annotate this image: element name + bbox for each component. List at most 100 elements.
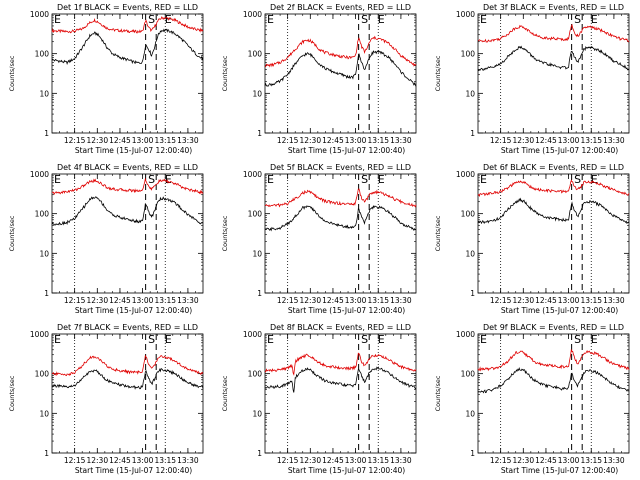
y-axis-label: Counts/sec [221, 375, 229, 411]
y-tick-label: 1000 [30, 10, 49, 19]
event-marker-s: S [148, 333, 155, 346]
chart-title: Det 3f BLACK = Events, RED = LLD [483, 3, 624, 12]
x-tick-label: 12:45 [322, 296, 344, 305]
chart-svg: Det 3f BLACK = Events, RED = LLD 1 10 100 10… [434, 3, 630, 155]
event-marker-e: E [591, 173, 598, 186]
event-marker-s: S [148, 13, 155, 26]
chart-title: Det 8f BLACK = Events, RED = LLD [270, 323, 411, 332]
y-tick-label: 1000 [243, 330, 262, 339]
event-marker-e: E [165, 173, 172, 186]
event-marker-s: S [574, 333, 581, 346]
plot-frame [264, 333, 417, 454]
y-tick-label: 10 [465, 409, 475, 418]
event-marker-s: S [574, 173, 581, 186]
chart-title: Det 6f BLACK = Events, RED = LLD [483, 163, 624, 172]
y-axis-label: Counts/sec [434, 375, 442, 411]
y-axis-label: Counts/sec [434, 55, 442, 91]
x-axis-label: Start Time (15-Jul-07 12:00:40) [501, 466, 618, 475]
x-axis-label: Start Time (15-Jul-07 12:00:40) [288, 146, 405, 155]
chart-svg: Det 1f BLACK = Events, RED = LLD 1 10 100 10… [8, 3, 204, 155]
series-lld-line [264, 35, 417, 68]
y-tick-label: 1 [44, 129, 49, 138]
x-tick-label: 12:30 [86, 296, 108, 305]
y-tick-label: 100 [35, 50, 50, 59]
x-tick-label: 13:15 [154, 136, 176, 145]
y-tick-label: 10 [252, 249, 262, 258]
y-tick-label: 1 [470, 289, 475, 298]
x-tick-label: 12:45 [535, 136, 557, 145]
x-tick-label: 12:45 [322, 456, 344, 465]
y-axis-label: Counts/sec [8, 375, 16, 411]
x-tick-label: 12:30 [512, 296, 534, 305]
y-axis-label: Counts/sec [8, 55, 16, 91]
detector-panel-7: Det 7f BLACK = Events, RED = LLD 1 10 100 10… [0, 320, 213, 480]
x-tick-label: 12:15 [277, 136, 299, 145]
x-tick-label: 13:30 [177, 136, 199, 145]
event-marker-e: E [378, 333, 385, 346]
x-tick-label: 13:00 [345, 136, 367, 145]
series-lld-line [478, 23, 630, 43]
x-tick-label: 12:15 [490, 136, 512, 145]
event-marker-e: E [54, 13, 61, 26]
x-tick-label: 13:00 [132, 136, 154, 145]
y-tick-label: 1 [470, 449, 475, 458]
x-tick-label: 13:00 [132, 456, 154, 465]
y-tick-label: 10 [39, 409, 49, 418]
chart-svg: Det 9f BLACK = Events, RED = LLD 1 10 100 10… [434, 323, 630, 475]
y-tick-label: 1000 [456, 170, 475, 179]
y-tick-label: 100 [35, 370, 50, 379]
chart-title: Det 9f BLACK = Events, RED = LLD [483, 323, 624, 332]
chart-title: Det 2f BLACK = Events, RED = LLD [270, 3, 411, 12]
x-tick-label: 13:15 [154, 456, 176, 465]
event-marker-s: S [361, 333, 368, 346]
x-tick-label: 13:30 [390, 136, 412, 145]
series-events-line [264, 204, 417, 232]
x-axis-label: Start Time (15-Jul-07 12:00:40) [288, 466, 405, 475]
x-tick-label: 12:45 [322, 136, 344, 145]
y-tick-label: 100 [461, 370, 476, 379]
x-tick-label: 12:15 [64, 136, 86, 145]
x-tick-label: 13:30 [603, 296, 625, 305]
chart-title: Det 5f BLACK = Events, RED = LLD [270, 163, 411, 172]
detector-panel-5: Det 5f BLACK = Events, RED = LLD 1 10 100 10… [213, 160, 426, 320]
y-tick-label: 1000 [456, 330, 475, 339]
x-tick-label: 13:15 [580, 456, 602, 465]
event-marker-s: S [361, 13, 368, 26]
plot-frame [51, 173, 204, 294]
series-events-line [477, 367, 630, 394]
x-tick-label: 12:45 [535, 456, 557, 465]
event-marker-s: S [574, 13, 581, 26]
y-tick-label: 1000 [30, 170, 49, 179]
x-tick-label: 12:15 [64, 296, 86, 305]
series-lld-line [477, 349, 630, 372]
x-tick-label: 12:30 [299, 456, 321, 465]
series-lld-line [52, 354, 204, 377]
plot-frame [477, 13, 630, 134]
x-tick-label: 12:30 [86, 136, 108, 145]
x-tick-label: 12:45 [109, 456, 131, 465]
x-tick-label: 13:15 [367, 296, 389, 305]
y-tick-label: 100 [248, 50, 263, 59]
series-events-line [51, 28, 204, 65]
y-tick-label: 1000 [243, 10, 262, 19]
event-marker-e: E [267, 173, 274, 186]
x-tick-label: 13:30 [603, 456, 625, 465]
event-marker-e: E [54, 173, 61, 186]
series-events-line [51, 367, 204, 390]
plot-frame [477, 333, 630, 454]
x-tick-label: 13:00 [345, 456, 367, 465]
event-marker-e: E [165, 333, 172, 346]
detector-panel-4: Det 4f BLACK = Events, RED = LLD 1 10 100 10… [0, 160, 213, 320]
detector-panel-6: Det 6f BLACK = Events, RED = LLD 1 10 100 10… [426, 160, 639, 320]
chart-title: Det 7f BLACK = Events, RED = LLD [57, 323, 198, 332]
x-tick-label: 12:30 [299, 136, 321, 145]
chart-svg: Det 5f BLACK = Events, RED = LLD 1 10 100 10… [221, 163, 417, 315]
y-tick-label: 10 [465, 89, 475, 98]
x-tick-label: 13:15 [367, 136, 389, 145]
x-tick-label: 12:30 [512, 456, 534, 465]
event-marker-s: S [361, 173, 368, 186]
x-tick-label: 12:30 [512, 136, 534, 145]
y-tick-label: 10 [465, 249, 475, 258]
event-marker-e: E [378, 173, 385, 186]
